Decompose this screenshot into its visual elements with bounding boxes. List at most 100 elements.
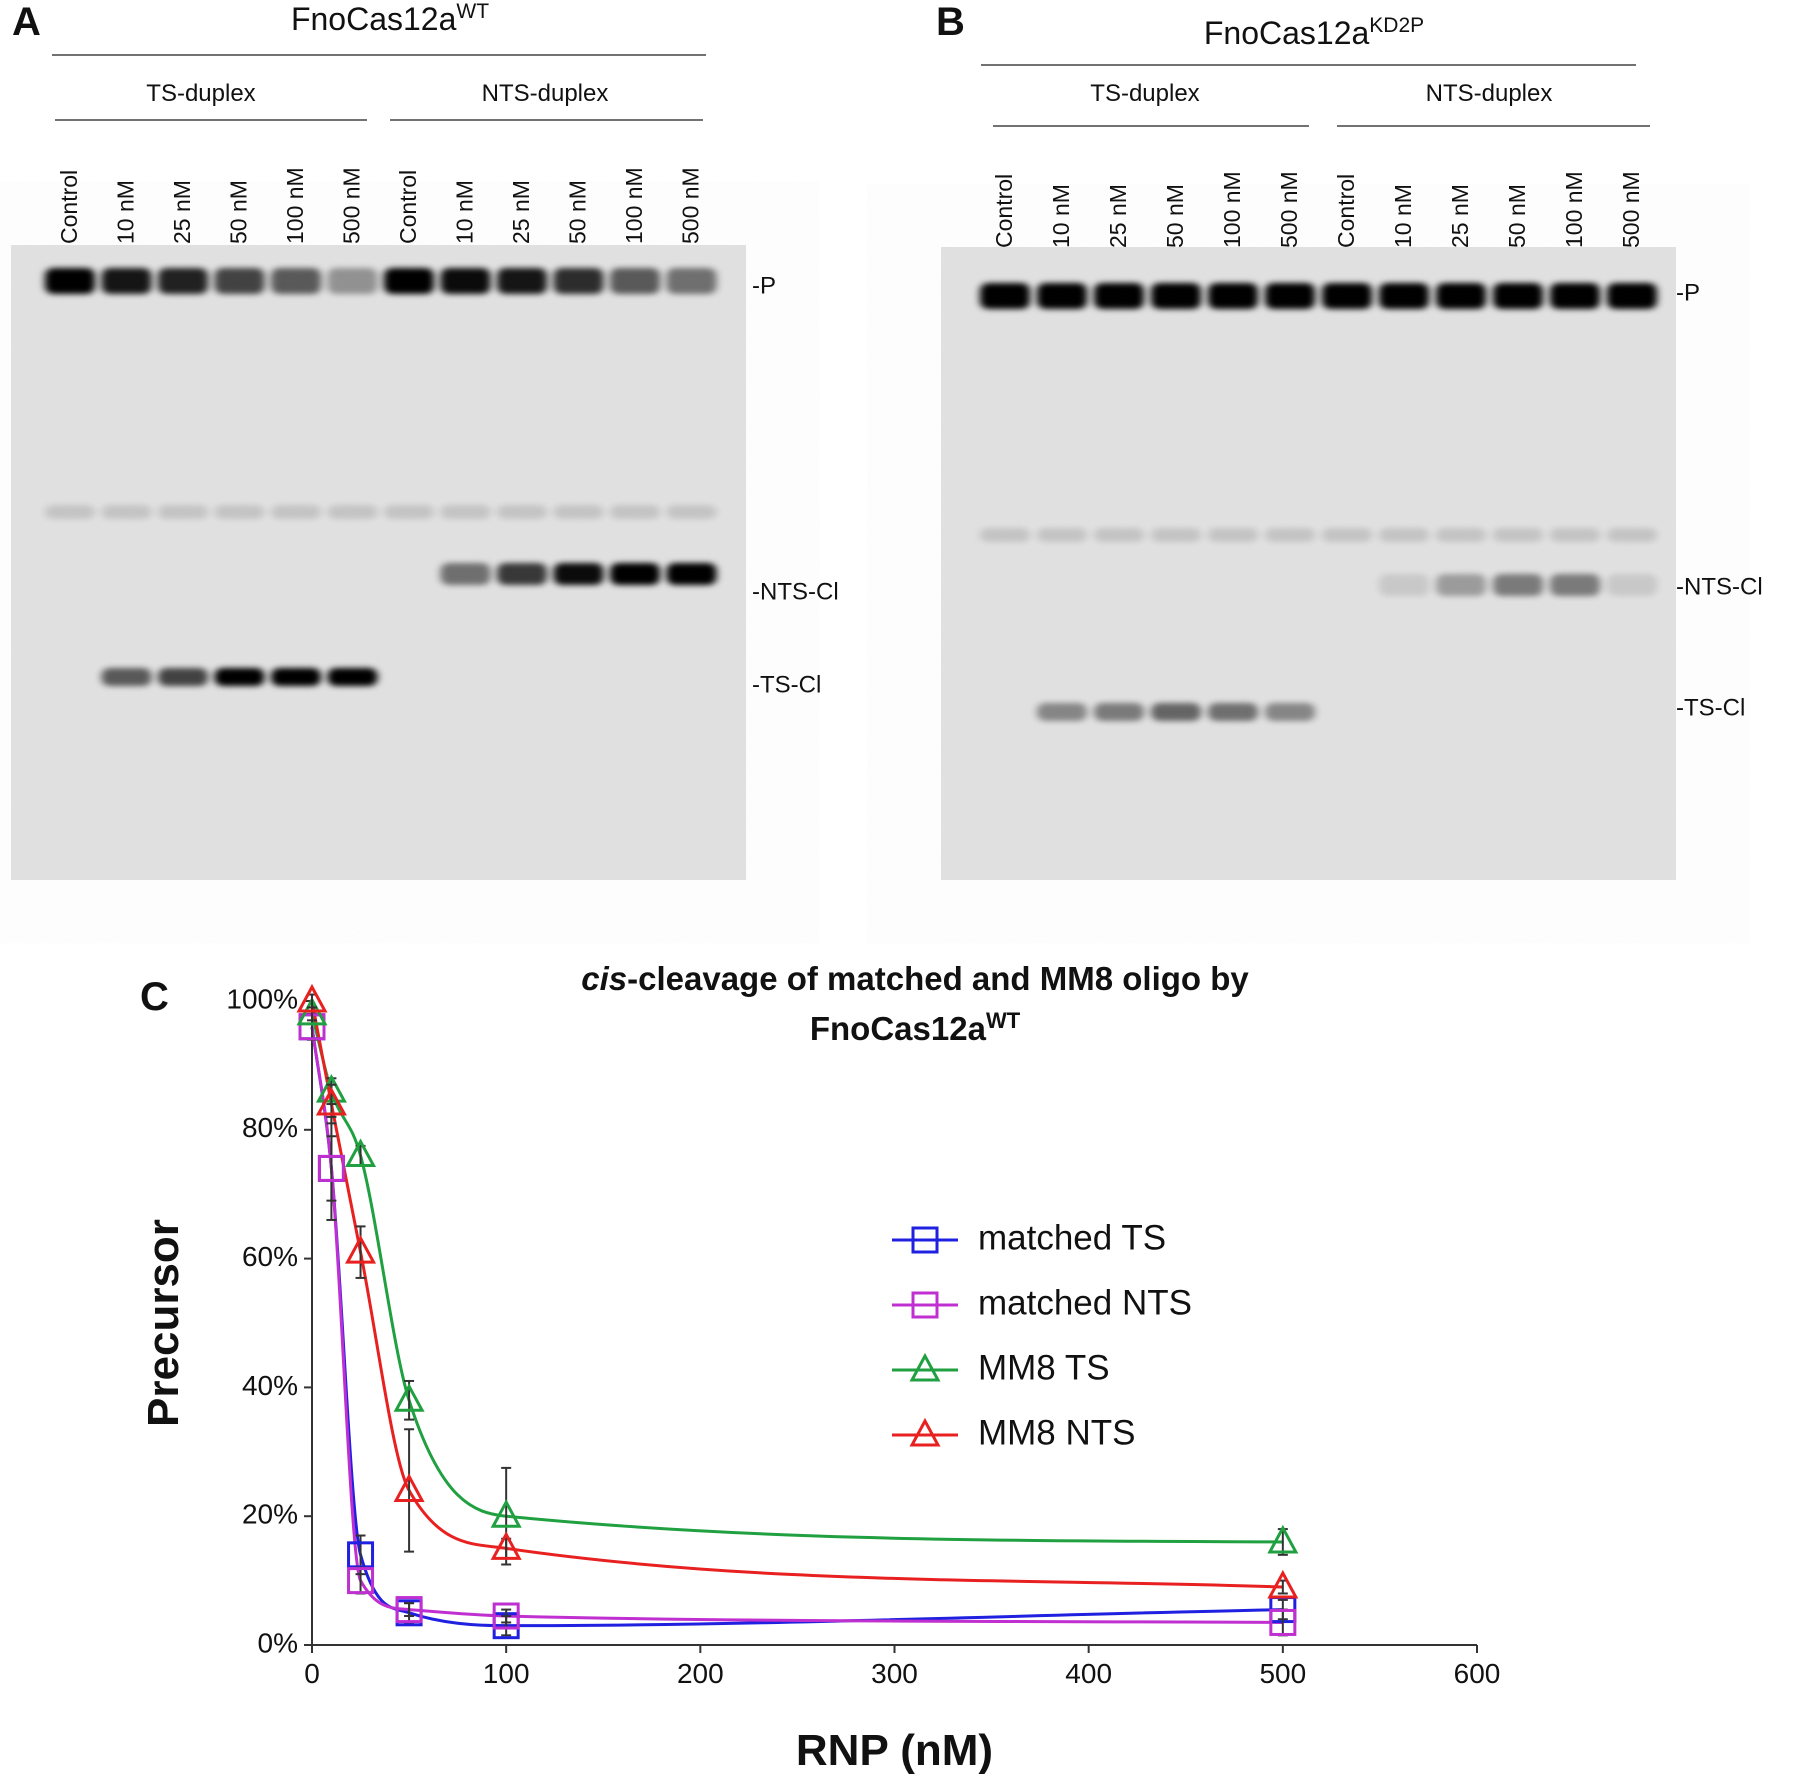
gel-band <box>1550 283 1600 309</box>
chart-title-italic: cis <box>581 960 627 997</box>
gel-title-text: FnoCas12a <box>291 1 457 37</box>
legend-label: matched NTS <box>978 1283 1192 1322</box>
gel-title-superscript: WT <box>456 0 489 23</box>
gel-band <box>1094 528 1144 542</box>
y-tick-label: 80% <box>242 1112 298 1143</box>
group-label: TS-duplex <box>146 80 255 107</box>
marker-triangle <box>296 983 328 1013</box>
lane-label: 25 nM <box>1447 184 1473 248</box>
marker-triangle <box>909 1417 941 1447</box>
gel-band <box>1607 528 1657 542</box>
gel-band <box>214 668 265 686</box>
gel-band <box>1037 528 1087 542</box>
lane-label: 50 nM <box>565 180 591 244</box>
lane-label: 25 nM <box>508 180 534 244</box>
marker-square <box>395 1596 423 1624</box>
gel-noise <box>941 247 1676 880</box>
error-bar <box>404 1602 415 1618</box>
marker-triangle <box>393 1473 425 1502</box>
gel-band <box>1493 283 1543 309</box>
group-label: NTS-duplex <box>482 80 609 107</box>
gel-band <box>1322 283 1372 309</box>
gel-band <box>1550 528 1600 542</box>
marker-square <box>1269 1608 1297 1636</box>
lane-label: 100 nM <box>1219 171 1245 248</box>
band-label: -NTS-Cl <box>1676 573 1763 600</box>
gel-band <box>214 505 265 519</box>
lane-label: 10 nM <box>1048 184 1074 248</box>
lane-label: Control <box>395 170 421 244</box>
x-tick-label: 400 <box>1065 1658 1112 1689</box>
error-bar <box>501 1608 512 1624</box>
gel-band <box>158 268 208 294</box>
gel-band <box>101 268 152 294</box>
gel-band <box>1493 574 1543 596</box>
gel-noise <box>11 245 746 880</box>
gel-band <box>1265 283 1315 309</box>
gel-band <box>384 268 434 294</box>
lane-label: 10 nM <box>452 180 478 244</box>
lane-label: 50 nM <box>226 180 252 244</box>
marker-triangle <box>1267 1524 1299 1554</box>
band-label: -P <box>1676 279 1700 306</box>
gel-title: FnoCas12aKD2P <box>1204 14 1424 51</box>
gel-band <box>553 505 604 519</box>
group-label: TS-duplex <box>1090 80 1199 107</box>
gel-band <box>1037 283 1087 309</box>
gel-panel: B FnoCas12aKD2P TS-duplex Control 10 nM 25 nM… <box>936 0 1763 880</box>
lane-label: 500 nM <box>678 167 704 244</box>
panel-label: A <box>12 0 41 44</box>
gel-band <box>1607 574 1657 596</box>
error-bar <box>404 1428 415 1553</box>
gel-band <box>440 505 491 519</box>
gel-panel: A FnoCas12aWT TS-duplex Control 10 nM 25 nM 50… <box>11 0 839 880</box>
gel-band <box>1436 283 1486 309</box>
marker-triangle <box>393 1383 425 1412</box>
gel-band <box>1037 703 1087 721</box>
lane-label: Control <box>991 174 1017 248</box>
gel-band <box>271 505 321 519</box>
y-tick-label: 60% <box>242 1241 298 1272</box>
gel-band <box>1550 574 1600 596</box>
y-tick-label: 40% <box>242 1370 298 1401</box>
marker-triangle <box>490 1531 522 1560</box>
gel-band <box>1208 703 1258 721</box>
gel-band <box>666 505 717 519</box>
y-tick-label: 0% <box>258 1627 298 1658</box>
gel-band <box>553 268 604 294</box>
gel-band <box>45 505 95 519</box>
gel-band <box>1379 574 1429 596</box>
gel-band <box>327 268 378 294</box>
series-line <box>310 1013 1283 1544</box>
gel-title-text: FnoCas12a <box>1204 15 1370 51</box>
lane-label: 25 nM <box>169 180 195 244</box>
gel-band <box>666 268 717 294</box>
gel-band <box>497 268 547 294</box>
band-label: -P <box>752 272 776 299</box>
panel-label: B <box>936 0 965 44</box>
gel-band <box>610 505 660 519</box>
gel-band <box>610 563 660 585</box>
lane-label: 500 nM <box>339 167 365 244</box>
error-bar <box>326 1135 337 1202</box>
gel-band <box>1493 528 1543 542</box>
gel-band <box>158 668 208 686</box>
lane-label: 500 nM <box>1618 171 1644 248</box>
legend-label: matched TS <box>978 1218 1166 1257</box>
gel-band <box>1208 528 1258 542</box>
lane-label: 100 nM <box>282 167 308 244</box>
lane-label: 100 nM <box>621 167 647 244</box>
gel-band <box>553 563 604 585</box>
band-label: -TS-Cl <box>752 671 821 698</box>
marker-triangle <box>1267 1569 1299 1599</box>
legend-label: MM8 NTS <box>978 1413 1136 1452</box>
gel-band <box>1208 283 1258 309</box>
gel-band <box>271 268 321 294</box>
marker-triangle <box>345 1235 377 1264</box>
gel-band <box>1607 283 1657 309</box>
lane-label: 25 nM <box>1105 184 1131 248</box>
chart-title-text: -cleavage of matched and MM8 oligo by <box>627 960 1249 997</box>
marker-square <box>317 1154 345 1182</box>
gel-band <box>1379 528 1429 542</box>
